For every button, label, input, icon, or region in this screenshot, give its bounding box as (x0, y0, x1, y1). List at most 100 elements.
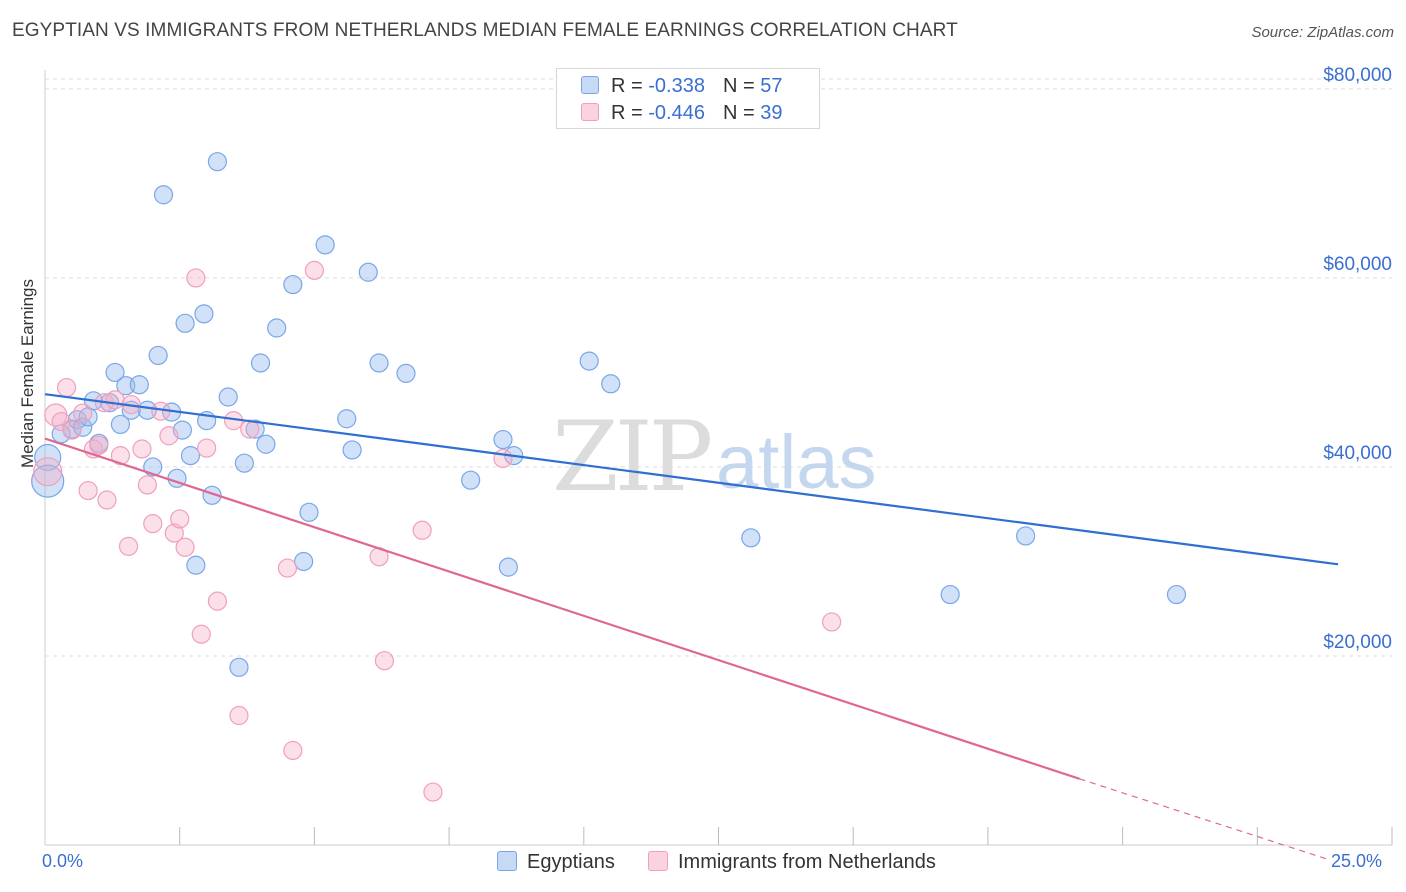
egyptians-point (256, 434, 276, 454)
legend-swatch-pink (581, 103, 599, 121)
legend-n-label: N = (722, 102, 755, 124)
legend-item-label: Egyptians (527, 851, 615, 873)
legend-item-netherlands: Immigrants from Netherlands (648, 851, 936, 874)
legend-row-egyptians: R = -0.338 N = 57 (581, 75, 782, 97)
chart-title: EGYPTIAN VS IMMIGRANTS FROM NETHERLANDS … (12, 20, 958, 41)
x-tick-label-max: 25.0% (1331, 851, 1383, 871)
egyptians-point (110, 414, 131, 435)
netherlands-point (229, 705, 249, 726)
x-tick-label-min: 0.0% (42, 851, 84, 871)
source-label: Source: ZipAtlas.com (1251, 24, 1394, 41)
netherlands-point (33, 457, 63, 487)
legend-swatch-pink (648, 851, 668, 871)
egyptians-point (315, 235, 335, 255)
egyptians-point (283, 274, 303, 295)
y-axis-label: Median Female Earnings (18, 279, 37, 468)
netherlands-point (56, 377, 77, 398)
egyptians-point (229, 657, 249, 677)
legend-swatch-blue (497, 851, 517, 871)
netherlands-point (164, 523, 184, 543)
netherlands-point (62, 420, 82, 440)
legend-r-value: -0.338 (648, 75, 705, 97)
y-tick-label: $40,000 (1323, 443, 1392, 464)
egyptians-point (267, 318, 287, 338)
netherlands-point (423, 782, 443, 802)
netherlands-point (159, 426, 179, 446)
legend-item-egyptians: Egyptians (497, 851, 615, 874)
egyptians-point (493, 429, 513, 450)
grid-lines (45, 78, 1392, 657)
netherlands-point (374, 651, 395, 671)
egyptians-point (218, 387, 238, 407)
egyptians-point (461, 470, 481, 490)
legend-n-value: 57 (760, 75, 783, 97)
egyptians-point (245, 419, 265, 439)
netherlands-point (78, 480, 98, 501)
netherlands-trend-line (44, 437, 1080, 780)
netherlands-point (822, 612, 842, 632)
egyptians-point (180, 446, 201, 466)
egyptians-point (1016, 526, 1036, 546)
egyptians-point (294, 551, 314, 572)
trend-lines (44, 393, 1339, 860)
netherlands-point (110, 446, 131, 466)
egyptians-point (194, 304, 214, 324)
egyptians-point (342, 440, 362, 460)
egyptians-point (105, 362, 125, 383)
egyptians-point (153, 185, 174, 205)
y-tick-labels: $20,000 $40,000 $60,000 $80,000 (1323, 65, 1392, 653)
netherlands-point (277, 558, 298, 578)
correlation-legend: R = -0.338 N = 57 R = -0.446 N = 39 (556, 68, 820, 129)
egyptians-point (202, 485, 222, 505)
egyptians-point (299, 502, 319, 522)
egyptians-point (337, 409, 357, 429)
netherlands-point (105, 390, 125, 410)
legend-r-label: R = (611, 75, 643, 97)
netherlands-point (137, 475, 157, 495)
egyptians-point (940, 584, 960, 605)
netherlands-point (197, 438, 217, 458)
egyptians-trend-line (44, 393, 1339, 566)
legend-n-value: 39 (760, 102, 783, 124)
egyptians-point (31, 464, 65, 498)
y-tick-label: $60,000 (1323, 254, 1392, 275)
egyptians-point (116, 376, 136, 396)
egyptians-point (1166, 584, 1187, 605)
egyptians-point (129, 375, 149, 395)
netherlands-point (175, 537, 195, 557)
netherlands-point (186, 268, 206, 288)
legend-item-label: Immigrants from Netherlands (678, 851, 936, 873)
watermark-zip: ZIP (552, 401, 711, 513)
netherlands-point (412, 520, 432, 540)
egyptians-point (73, 417, 93, 437)
egyptians-point (579, 351, 599, 371)
netherlands-point (191, 624, 211, 644)
egyptians-point (741, 528, 761, 548)
egyptians-point (207, 152, 228, 172)
netherlands-points (33, 260, 842, 802)
egyptians-point (498, 557, 518, 577)
egyptians-point (250, 353, 271, 373)
egyptians-point (234, 453, 254, 473)
y-tick-label: $80,000 (1323, 65, 1392, 86)
egyptians-point (186, 555, 206, 575)
egyptians-point (175, 313, 195, 333)
netherlands-point (132, 439, 152, 459)
egyptians-point (358, 262, 378, 282)
legend-n-label: N = (722, 75, 755, 97)
netherlands-point (118, 536, 139, 556)
netherlands-trend-extension (1079, 778, 1328, 860)
legend-r-value: -0.446 (648, 102, 705, 124)
watermark-atlas: atlas (716, 420, 877, 505)
egyptians-point (601, 374, 621, 394)
netherlands-point (89, 435, 109, 455)
legend-row-netherlands: R = -0.446 N = 39 (581, 102, 782, 124)
y-tick-label: $20,000 (1323, 632, 1392, 653)
netherlands-point (97, 490, 117, 510)
egyptians-point (148, 345, 168, 366)
netherlands-point (207, 591, 228, 611)
legend-r-label: R = (611, 102, 643, 124)
netherlands-point (283, 740, 303, 761)
egyptians-point (369, 353, 389, 373)
watermark: ZIP atlas (552, 401, 877, 513)
